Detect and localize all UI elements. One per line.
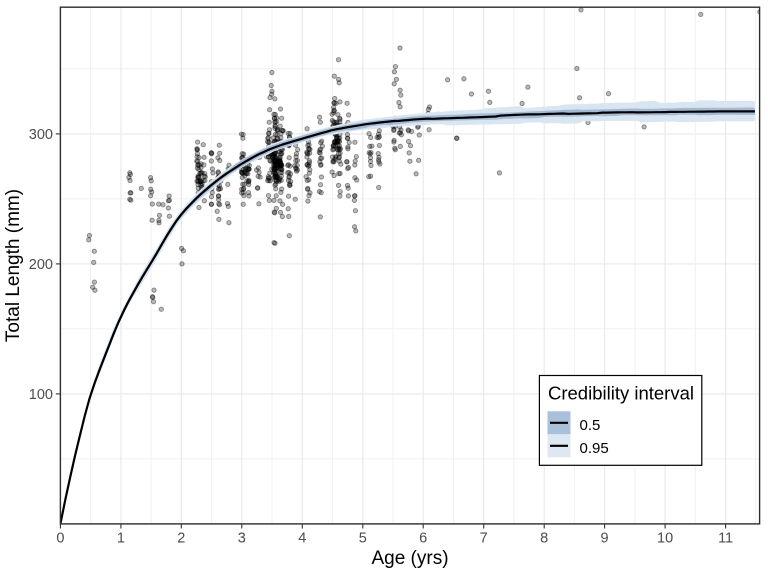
svg-text:Age (yrs): Age (yrs) (371, 548, 448, 569)
svg-text:Total Length (mm): Total Length (mm) (3, 189, 24, 342)
svg-text:0.5: 0.5 (580, 417, 601, 434)
svg-text:0: 0 (56, 531, 64, 547)
svg-text:2: 2 (177, 531, 185, 547)
svg-text:4: 4 (298, 531, 306, 547)
svg-text:6: 6 (419, 531, 427, 547)
svg-text:200: 200 (29, 257, 53, 273)
svg-text:8: 8 (540, 531, 548, 547)
svg-text:11: 11 (718, 531, 733, 547)
svg-text:9: 9 (601, 531, 609, 547)
svg-text:10: 10 (657, 531, 673, 547)
svg-text:100: 100 (29, 387, 53, 403)
svg-text:300: 300 (29, 127, 53, 143)
svg-text:7: 7 (480, 531, 488, 547)
svg-text:Credibility interval: Credibility interval (548, 383, 694, 404)
svg-text:1: 1 (117, 531, 125, 547)
svg-text:5: 5 (359, 531, 367, 547)
svg-text:3: 3 (238, 531, 246, 547)
svg-text:0.95: 0.95 (580, 440, 609, 457)
